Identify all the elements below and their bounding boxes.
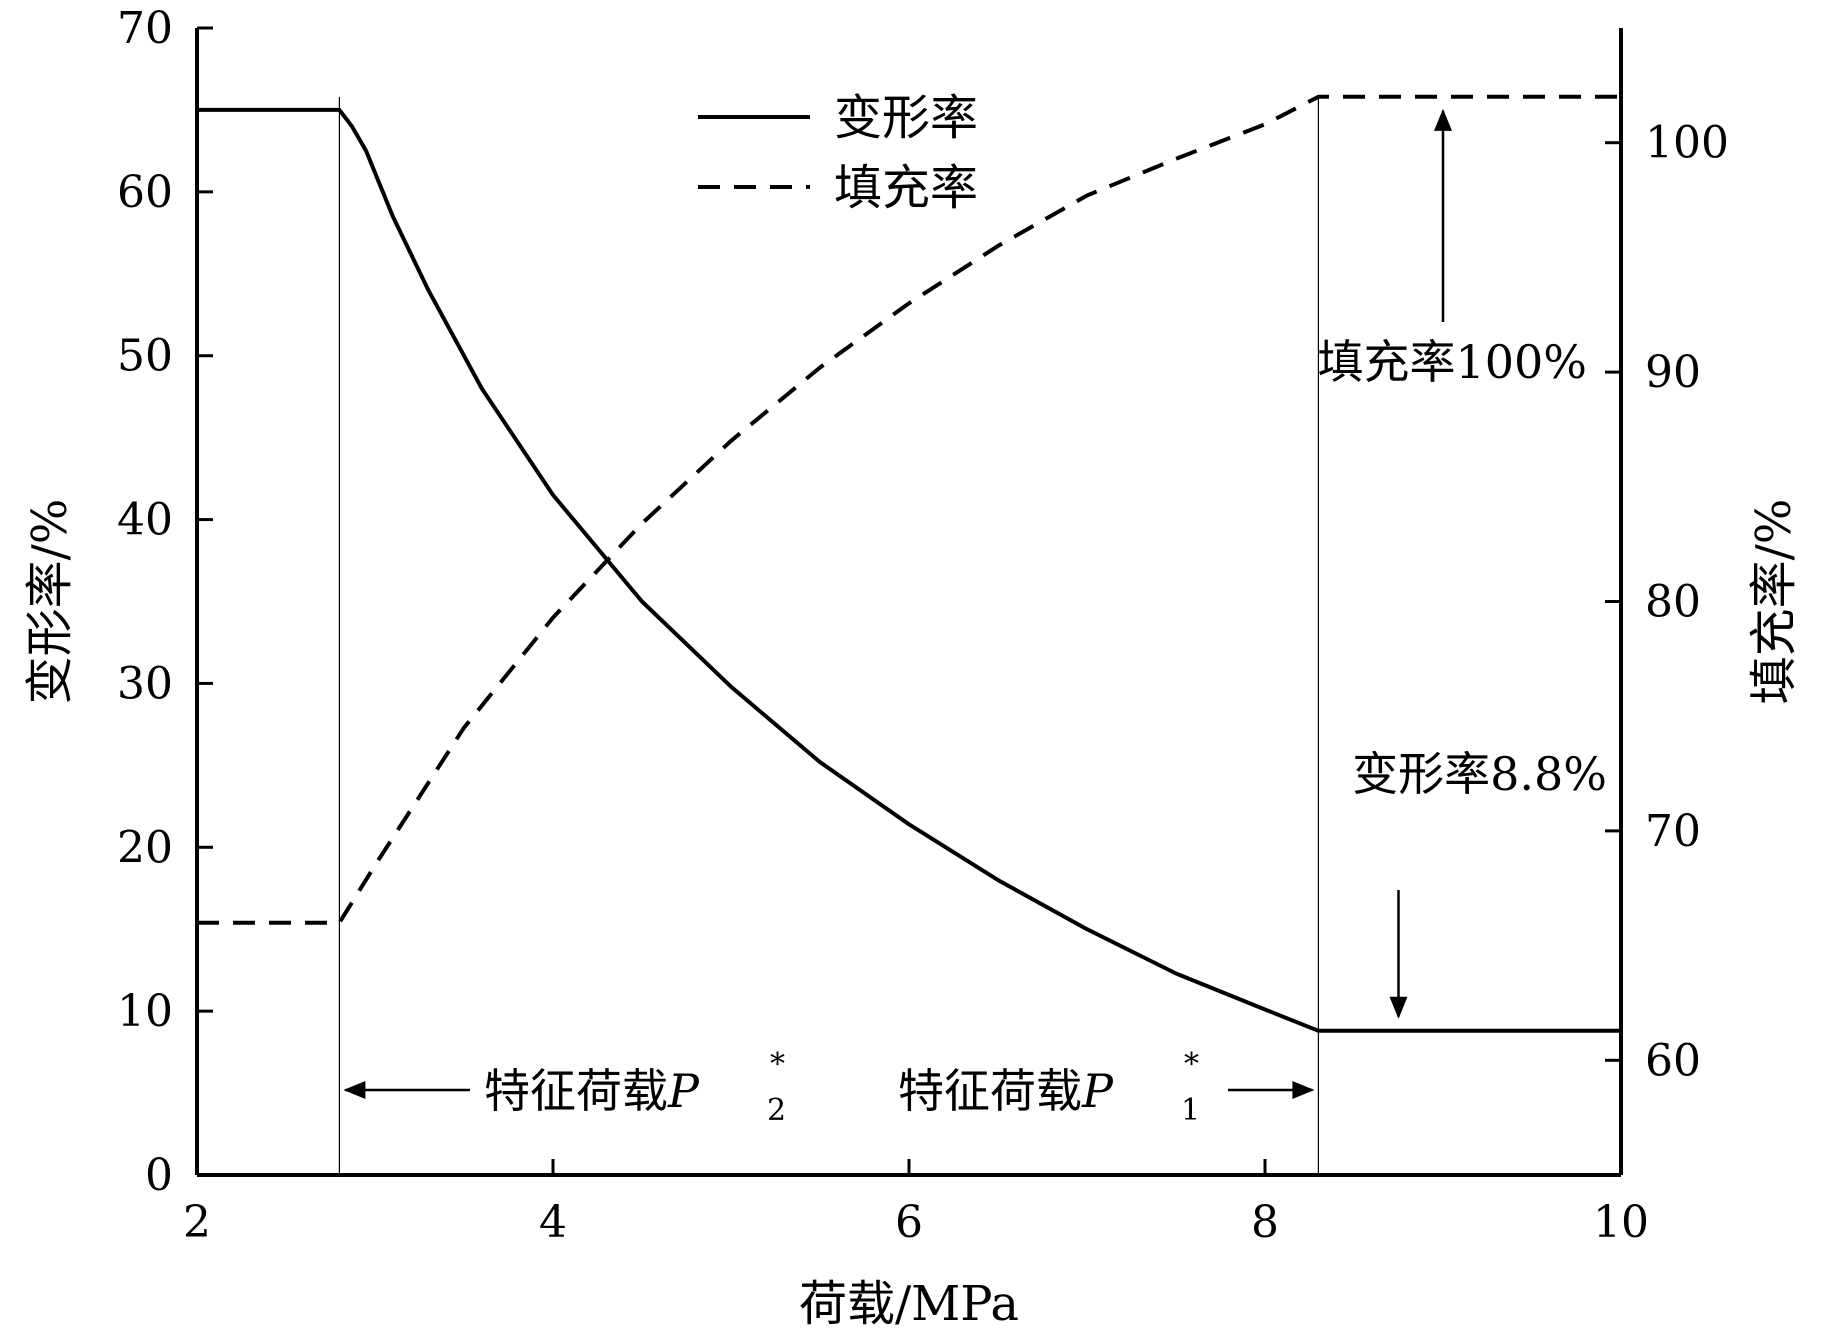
annotation-p1-superscript: * xyxy=(1184,1047,1199,1082)
y2-tick-label: 80 xyxy=(1645,577,1701,628)
annotation-p1: 特征荷载P xyxy=(898,1064,1114,1118)
x-tick-label: 6 xyxy=(895,1197,923,1248)
y2-tick-label: 90 xyxy=(1645,347,1701,398)
y-tick-label: 40 xyxy=(117,495,173,546)
axis-titles: 荷载/MPa 变形率/% 填充率/% xyxy=(22,499,1802,1332)
legend-label-fill: 填充率 xyxy=(834,160,978,216)
annotation-p2-label: 特征荷载 xyxy=(484,1064,668,1118)
arrow-fill-head xyxy=(1434,108,1452,131)
annotation-p1-label: 特征荷载 xyxy=(898,1064,1082,1118)
legend-label-deform: 变形率 xyxy=(834,90,978,146)
y-tick-label: 30 xyxy=(117,658,173,709)
y2-tick-label: 60 xyxy=(1645,1035,1701,1086)
annotation-p2: 特征荷载P xyxy=(484,1064,700,1118)
annotation-deform-8-8: 变形率8.8% xyxy=(1352,747,1607,801)
annotation-p2-symbol: P xyxy=(667,1064,700,1118)
y2-tick-label: 100 xyxy=(1645,118,1729,169)
annotation-p2-superscript: * xyxy=(770,1047,785,1082)
arrow-p2-head xyxy=(343,1081,366,1099)
x-tick-label: 4 xyxy=(539,1197,567,1248)
legend: 变形率 填充率 xyxy=(698,90,978,216)
y-axis-title-left: 变形率/% xyxy=(22,499,78,705)
series-line-deform-rate xyxy=(197,107,1621,1033)
annotations: 填充率100% 变形率8.8% 特征荷载P 2 * 特征荷载P 1 * xyxy=(484,335,1607,1128)
annotation-fill-100: 填充率100% xyxy=(1317,335,1587,389)
arrow-p1-head xyxy=(1292,1081,1315,1099)
y-tick-label: 10 xyxy=(117,986,173,1037)
plot-area xyxy=(197,94,1621,1175)
y-tick-label: 70 xyxy=(117,3,173,54)
annotation-p1-symbol: P xyxy=(1081,1064,1114,1118)
arrow-deform-head xyxy=(1389,996,1408,1019)
series-line-fill-rate xyxy=(197,94,1621,925)
x-tick-label: 8 xyxy=(1251,1197,1279,1248)
y-tick-label: 20 xyxy=(117,822,173,873)
y-tick-label: 0 xyxy=(145,1150,173,1201)
x-axis-title: 荷载/MPa xyxy=(799,1276,1019,1332)
y-axis-title-right: 填充率/% xyxy=(1746,499,1802,705)
x-tick-label: 10 xyxy=(1593,1197,1649,1248)
y2-tick-label: 70 xyxy=(1645,806,1701,857)
annotation-p2-subscript: 2 xyxy=(767,1093,786,1128)
y-tick-label: 60 xyxy=(117,167,173,218)
annotation-p1-subscript: 1 xyxy=(1181,1093,1200,1128)
x-tick-label: 2 xyxy=(183,1197,211,1248)
y-tick-label: 50 xyxy=(117,331,173,382)
